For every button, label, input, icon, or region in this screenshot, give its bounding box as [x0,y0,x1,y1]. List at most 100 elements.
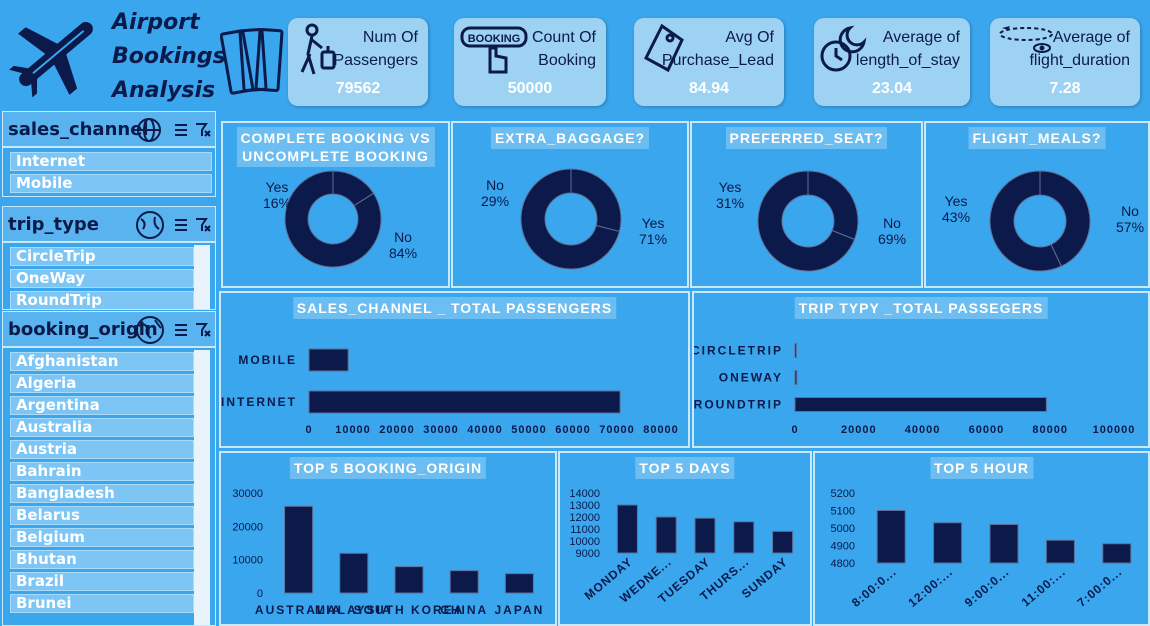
tick-label: 30000 [423,424,459,436]
donut-chart[interactable] [988,169,1092,273]
bar-south-korea[interactable] [394,566,424,594]
slicer-item[interactable]: Bangladesh [10,484,194,503]
slicer-item[interactable]: RoundTrip [10,291,194,309]
slicer-item[interactable]: Bhutan [10,550,194,569]
tick-label: 20000 [232,521,263,533]
tick-label: 80000 [643,424,679,436]
chart-title: TOP 5 HOUR [929,457,1034,479]
donut-slice-yes[interactable] [520,168,621,270]
slicer-body-sales-channel: Internet Mobile [2,147,216,197]
bar-malaysia[interactable] [339,552,369,594]
bar-australia[interactable] [284,505,314,594]
bar-thurs-[interactable] [733,521,755,554]
tick-label: 12000 [569,512,600,524]
clear-filter-icon[interactable] [195,322,211,338]
scrollbar[interactable] [194,245,210,309]
bar-circletrip[interactable] [794,343,797,358]
bar-11-00-[interactable] [1045,539,1075,564]
slicer-item[interactable]: Brunei [10,594,194,613]
hbar-chart[interactable]: MOBILE INTERNET 0 10000 20000 30000 40000 50000… [221,293,688,446]
bar-japan[interactable] [504,573,534,594]
slicer-item[interactable]: Austria [10,440,194,459]
bar-12-00-[interactable] [933,522,963,564]
slicer-item[interactable]: Belgium [10,528,194,547]
top-days-chart-panel: TOP 5 DAYS 9000 10000 11000 12000 13000 14000… [558,451,812,626]
donut-chart[interactable] [756,169,860,273]
tick-label: 40000 [467,424,503,436]
tick-label: 10000 [569,536,600,548]
multi-select-icon[interactable] [173,122,189,138]
slicer-title: booking_origin [8,319,158,340]
slicer-item[interactable]: Afghanistan [10,352,194,371]
multi-select-icon[interactable] [173,217,189,233]
donut-slice-no[interactable] [570,168,622,233]
kpi-label: Count Of Booking [531,29,596,69]
sales-channel-chart-panel: SALES_CHANNEL _ TOTAL PASSENGERS MOBILE I… [219,291,690,448]
slicer-item[interactable]: Mobile [10,174,212,193]
tick-label: 0 [257,588,263,600]
vbar-chart[interactable]: 90001000011000120001300014000MONDAYWEDNE… [560,453,810,624]
multi-select-icon[interactable] [173,322,189,338]
kpi-card-bookings: BOOKING Count Of Booking 50000 [454,18,606,106]
slicer-item[interactable]: Australia [10,418,194,437]
top-hour-chart-panel: TOP 5 HOUR 4800 4900 5000 5100 5200 8:00:0...… [813,451,1150,626]
category-label: 12:00:... [905,565,955,610]
slicer-item[interactable]: Belarus [10,506,194,525]
slicer-item[interactable]: CircleTrip [10,247,194,266]
slicer-title: sales_channel [8,119,149,140]
donut-slice-no[interactable] [284,170,382,268]
bar-7-00-0-[interactable] [1102,543,1132,564]
globe-icon [137,118,161,142]
donut-slice-yes[interactable] [1039,170,1091,267]
slicer-title: trip_type [8,214,99,235]
bar-roundtrip[interactable] [794,397,1047,412]
slicer-item[interactable]: Argentina [10,396,194,415]
bar-internet[interactable] [308,390,621,414]
donut-slice-yes[interactable] [807,170,859,241]
slicer-header-booking-origin: booking_origin [2,311,216,347]
slicer-header-trip-type: trip_type [2,206,216,242]
bar-wedne-[interactable] [655,516,677,554]
slicer-item[interactable]: Internet [10,152,212,171]
slicer-item[interactable]: Algeria [10,374,194,393]
bar-tuesday[interactable] [694,517,716,554]
tick-label: 5100 [831,506,855,518]
world-travel-icon [136,211,164,239]
donut-chart[interactable] [283,169,383,269]
chart-title: TRIP TYPY _TOTAL PASSEGERS [794,297,1048,319]
donut-slice-no[interactable] [757,170,856,272]
tick-label: 0 [305,424,312,436]
bar-china[interactable] [449,570,479,594]
kpi-value: 84.94 [688,80,730,97]
bar-8-00-0-[interactable] [876,510,906,564]
booking-icon-text: BOOKING [468,33,521,45]
slicer-item[interactable]: OneWay [10,269,194,288]
chart-title: SALES_CHANNEL _ TOTAL PASSENGERS [292,297,617,319]
bar-mobile[interactable] [308,348,349,372]
bar-monday[interactable] [616,504,638,554]
category-label: JAPAN [495,603,545,617]
tickets-icon [220,27,284,95]
bar-sunday[interactable] [772,530,794,554]
kpi-card-flight-duration: Average of flight_duration 7.28 [990,18,1140,106]
category-label: CHINA [440,603,488,617]
bar-oneway[interactable] [794,370,798,385]
tick-label: 60000 [555,424,591,436]
slicer-item[interactable]: Bahrain [10,462,194,481]
hbar-chart[interactable]: CIRCLETRIP ONEWAY ROUNDTRIP 0 20000 40000 6000… [694,293,1148,446]
clear-filter-icon[interactable] [195,122,211,138]
category-label: ONEWAY [719,371,783,385]
kpi-card-length-of-stay: Average of length_of_stay 23.04 [814,18,970,106]
vbar-chart[interactable]: 4800 4900 5000 5100 5200 8:00:0... 12:00:... 9:… [815,453,1148,624]
slicer-item[interactable]: Brazil [10,572,194,591]
bar-9-00-0-[interactable] [989,524,1019,564]
donut-chart[interactable] [519,167,623,271]
clear-filter-icon[interactable] [195,217,211,233]
scrollbar[interactable] [194,350,210,625]
donut-slice-no[interactable] [989,170,1062,272]
slicer-body-trip-type: CircleTrip OneWay RoundTrip [2,242,216,310]
airplane-logo-icon [9,21,93,98]
tick-label: 0 [791,424,798,436]
tick-label: 13000 [569,500,600,512]
